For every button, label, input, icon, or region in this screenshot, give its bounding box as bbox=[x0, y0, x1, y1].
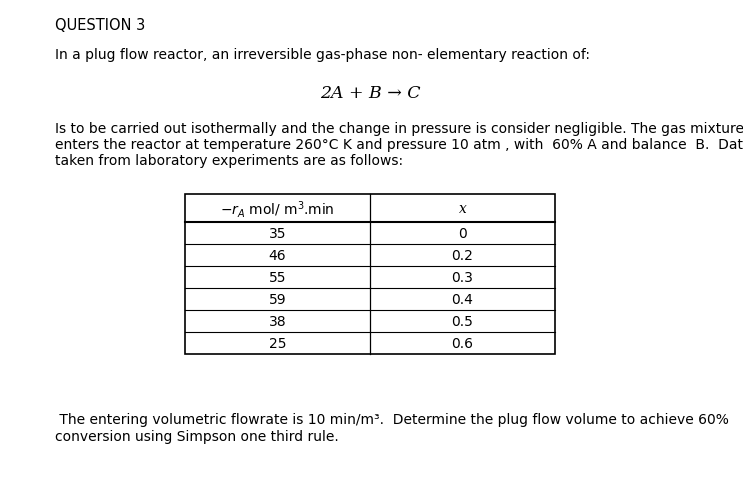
Text: 0.3: 0.3 bbox=[452, 270, 473, 285]
Text: 38: 38 bbox=[269, 314, 286, 328]
Text: The entering volumetric flowrate is 10 min/m³.  Determine the plug flow volume t: The entering volumetric flowrate is 10 m… bbox=[55, 412, 729, 426]
Text: Is to be carried out isothermally and the change in pressure is consider negligi: Is to be carried out isothermally and th… bbox=[55, 122, 743, 136]
Text: 0.2: 0.2 bbox=[452, 249, 473, 263]
Text: x: x bbox=[458, 202, 467, 216]
Text: 0: 0 bbox=[458, 227, 467, 240]
Text: 0.4: 0.4 bbox=[452, 292, 473, 306]
Text: 0.6: 0.6 bbox=[452, 336, 473, 350]
Text: QUESTION 3: QUESTION 3 bbox=[55, 18, 145, 33]
Text: 25: 25 bbox=[269, 336, 286, 350]
Text: 0.5: 0.5 bbox=[452, 314, 473, 328]
Text: 59: 59 bbox=[269, 292, 286, 306]
Text: 35: 35 bbox=[269, 227, 286, 240]
Text: 55: 55 bbox=[269, 270, 286, 285]
Text: $-r_A$ mol/ m$^3$.min: $-r_A$ mol/ m$^3$.min bbox=[220, 198, 335, 219]
Text: In a plug flow reactor, an irreversible gas-phase non- elementary reaction of:: In a plug flow reactor, an irreversible … bbox=[55, 48, 590, 62]
Text: conversion using Simpson one third rule.: conversion using Simpson one third rule. bbox=[55, 429, 339, 443]
Text: taken from laboratory experiments are as follows:: taken from laboratory experiments are as… bbox=[55, 154, 403, 168]
Bar bbox=[185, 194, 555, 354]
Text: 46: 46 bbox=[269, 249, 286, 263]
Text: enters the reactor at temperature 260°C K and pressure 10 atm , with  60% A and : enters the reactor at temperature 260°C … bbox=[55, 138, 743, 152]
Text: 2A + B → C: 2A + B → C bbox=[319, 85, 421, 102]
